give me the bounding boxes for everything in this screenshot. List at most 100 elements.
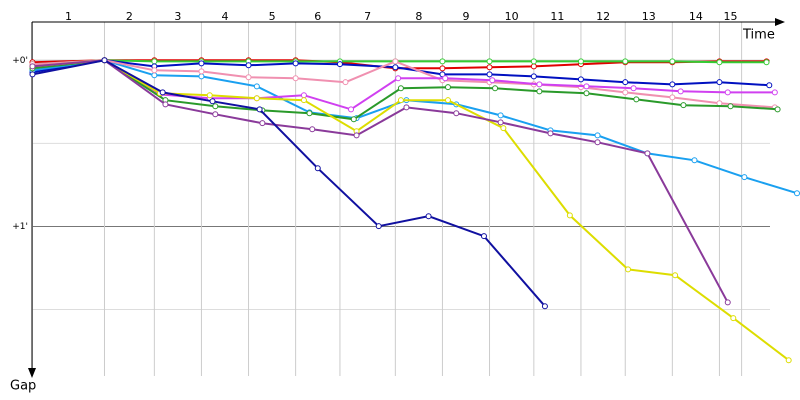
point <box>300 92 307 99</box>
point <box>536 88 543 95</box>
point <box>669 58 676 65</box>
point <box>724 89 731 96</box>
point <box>774 106 781 113</box>
point <box>151 67 158 74</box>
lap-label: 7 <box>364 10 371 23</box>
point <box>439 71 446 78</box>
point <box>622 89 629 96</box>
point <box>292 75 299 82</box>
point <box>348 106 355 113</box>
lap-label: 5 <box>269 10 276 23</box>
lap-label: 11 <box>550 10 564 23</box>
y-axis-label: Gap <box>10 379 36 394</box>
point <box>716 79 723 86</box>
point <box>256 106 263 113</box>
point <box>741 174 748 181</box>
point <box>489 77 496 84</box>
point <box>151 58 158 65</box>
point <box>594 139 601 146</box>
point <box>594 132 601 139</box>
point <box>309 126 316 133</box>
lap-label: 3 <box>174 10 181 23</box>
point <box>577 76 584 83</box>
series-line <box>32 59 775 109</box>
point <box>500 125 507 132</box>
point <box>395 75 402 82</box>
point <box>350 116 357 123</box>
point <box>209 98 216 105</box>
point <box>453 110 460 117</box>
series-line <box>32 59 546 307</box>
point <box>492 85 499 92</box>
point <box>442 75 449 82</box>
point <box>763 59 770 66</box>
point <box>724 299 731 306</box>
point <box>530 73 537 80</box>
point <box>583 83 590 90</box>
point <box>547 130 554 137</box>
lap-label: 13 <box>642 10 656 23</box>
point <box>727 103 734 110</box>
point <box>245 62 252 69</box>
point <box>397 97 404 104</box>
point <box>566 212 573 219</box>
point <box>159 89 166 96</box>
point <box>206 92 213 99</box>
point <box>300 97 307 104</box>
lap-label: 12 <box>596 10 610 23</box>
point <box>342 79 349 86</box>
point <box>480 233 487 240</box>
point <box>397 85 404 92</box>
lap-label: 2 <box>126 10 133 23</box>
point <box>212 103 219 110</box>
point <box>794 190 800 197</box>
y-tick-label: +0' <box>12 56 28 66</box>
point <box>198 73 205 80</box>
point <box>151 72 158 79</box>
point <box>392 64 399 71</box>
point <box>644 150 651 157</box>
point <box>439 58 446 65</box>
point <box>541 303 548 310</box>
point <box>245 74 252 81</box>
point <box>198 68 205 75</box>
point <box>198 60 205 67</box>
lap-label: 14 <box>689 10 703 23</box>
point <box>677 88 684 95</box>
point <box>716 59 723 66</box>
point <box>392 58 399 65</box>
point <box>425 213 432 220</box>
x-axis-label: Time <box>742 28 775 43</box>
point <box>212 111 219 118</box>
series-line <box>32 59 729 303</box>
point <box>439 65 446 72</box>
point <box>669 94 676 101</box>
point <box>716 100 723 107</box>
point <box>486 64 493 71</box>
point <box>630 85 637 92</box>
point <box>633 96 640 103</box>
series-line <box>32 59 778 121</box>
point <box>292 60 299 67</box>
point <box>622 79 629 86</box>
lap-label: 8 <box>415 10 422 23</box>
point <box>622 58 629 65</box>
lap-label: 10 <box>505 10 519 23</box>
point <box>691 157 698 164</box>
point <box>306 110 313 117</box>
point <box>766 82 773 89</box>
point <box>486 71 493 78</box>
point <box>162 101 169 108</box>
lap-label: 1 <box>65 10 72 23</box>
point <box>536 81 543 88</box>
point <box>785 357 792 364</box>
lap-label: 9 <box>462 10 469 23</box>
point <box>680 102 687 109</box>
point <box>253 83 260 90</box>
lap-label: 4 <box>221 10 228 23</box>
y-tick-label: +1' <box>12 222 28 232</box>
point <box>730 315 737 322</box>
y-axis-arrow <box>28 368 36 378</box>
series-line <box>32 59 798 195</box>
